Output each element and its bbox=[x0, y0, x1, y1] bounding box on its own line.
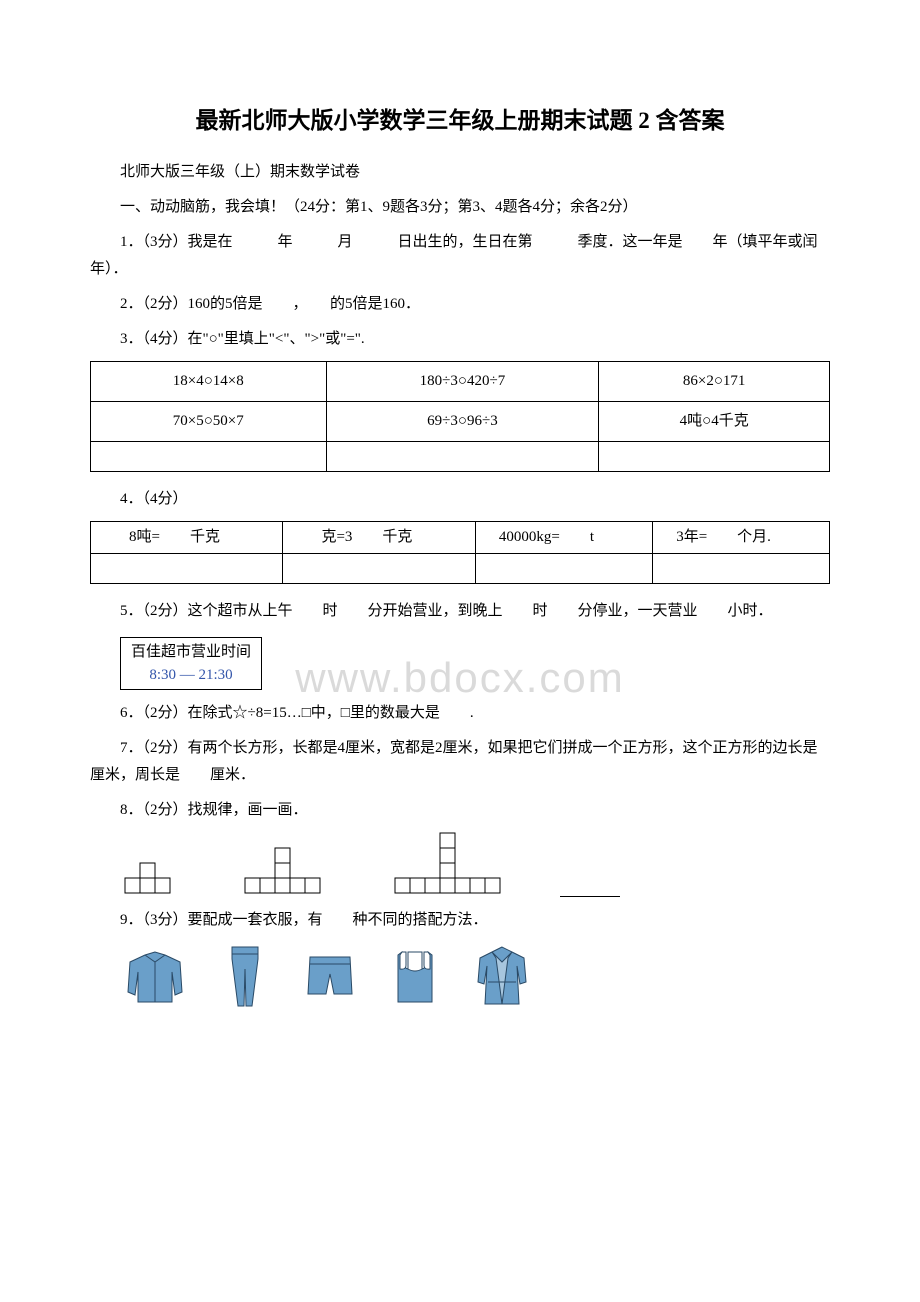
clothes-row bbox=[120, 944, 830, 1009]
question-3: 3．（4分）在"○"里填上"<"、">"或"=". bbox=[90, 326, 830, 353]
business-hours-box: 百佳超市营业时间 8:30 — 21:30 bbox=[120, 637, 262, 690]
pattern-shape-3 bbox=[390, 832, 520, 897]
question-8: 8．（2分）找规律，画一画． bbox=[90, 797, 830, 824]
table-cell bbox=[475, 554, 652, 584]
pattern-shape-2 bbox=[240, 847, 350, 897]
question-6: 6．（2分）在除式☆÷8=15…□中，□里的数最大是 . bbox=[90, 700, 830, 727]
table-cell: 4吨○4千克 bbox=[599, 402, 830, 442]
table-cell bbox=[91, 554, 283, 584]
table-row bbox=[91, 554, 830, 584]
page-title: 最新北师大版小学数学三年级上册期末试题 2 含答案 bbox=[90, 100, 830, 141]
pattern-shape-1 bbox=[120, 862, 200, 897]
table-q4: 8吨= 千克 克=3 千克 40000kg= t 3年= 个月. bbox=[90, 521, 830, 584]
table-row bbox=[91, 442, 830, 472]
table-cell: 70×5○50×7 bbox=[91, 402, 327, 442]
question-1: 1．（3分）我是在 年 月 日出生的，生日在第 季度．这一年是 年（填平年或闰年… bbox=[90, 229, 830, 283]
table-row: 18×4○14×8 180÷3○420÷7 86×2○171 bbox=[91, 362, 830, 402]
pattern-row bbox=[120, 832, 830, 897]
question-9: 9．（3分）要配成一套衣服，有 种不同的搭配方法． bbox=[90, 907, 830, 934]
box-line-2: 8:30 — 21:30 bbox=[131, 664, 251, 687]
jacket-icon bbox=[120, 947, 190, 1007]
table-cell: 86×2○171 bbox=[599, 362, 830, 402]
question-7: 7．（2分）有两个长方形，长都是4厘米，宽都是2厘米，如果把它们拼成一个正方形，… bbox=[90, 735, 830, 789]
table-cell: 克=3 千克 bbox=[283, 522, 475, 554]
table-cell bbox=[91, 442, 327, 472]
table-row: 70×5○50×7 69÷3○96÷3 4吨○4千克 bbox=[91, 402, 830, 442]
box-line-1: 百佳超市营业时间 bbox=[131, 641, 251, 664]
coat-icon bbox=[470, 944, 535, 1009]
subtitle: 北师大版三年级（上）期末数学试卷 bbox=[90, 159, 830, 186]
section-header-1: 一、动动脑筋，我会填！（24分：第1、9题各3分；第3、4题各4分；余各2分） bbox=[90, 194, 830, 221]
table-cell: 69÷3○96÷3 bbox=[326, 402, 599, 442]
table-cell bbox=[283, 554, 475, 584]
table-cell: 3年= 个月. bbox=[653, 522, 830, 554]
shorts-icon bbox=[300, 952, 360, 1002]
answer-blank bbox=[560, 882, 620, 897]
table-cell bbox=[599, 442, 830, 472]
question-4: 4．（4分） bbox=[90, 486, 830, 513]
table-cell: 8吨= 千克 bbox=[91, 522, 283, 554]
document-content: 最新北师大版小学数学三年级上册期末试题 2 含答案 北师大版三年级（上）期末数学… bbox=[90, 100, 830, 1009]
question-5: 5．（2分）这个超市从上午 时 分开始营业，到晚上 时 分停业，一天营业 小时． bbox=[90, 598, 830, 625]
vest-icon bbox=[390, 947, 440, 1007]
table-cell bbox=[326, 442, 599, 472]
table-row: 8吨= 千克 克=3 千克 40000kg= t 3年= 个月. bbox=[91, 522, 830, 554]
table-q3: 18×4○14×8 180÷3○420÷7 86×2○171 70×5○50×7… bbox=[90, 361, 830, 472]
table-cell: 40000kg= t bbox=[475, 522, 652, 554]
question-2: 2．（2分）160的5倍是 ， 的5倍是160． bbox=[90, 291, 830, 318]
trousers-icon bbox=[220, 944, 270, 1009]
table-cell: 18×4○14×8 bbox=[91, 362, 327, 402]
table-cell: 180÷3○420÷7 bbox=[326, 362, 599, 402]
table-cell bbox=[653, 554, 830, 584]
